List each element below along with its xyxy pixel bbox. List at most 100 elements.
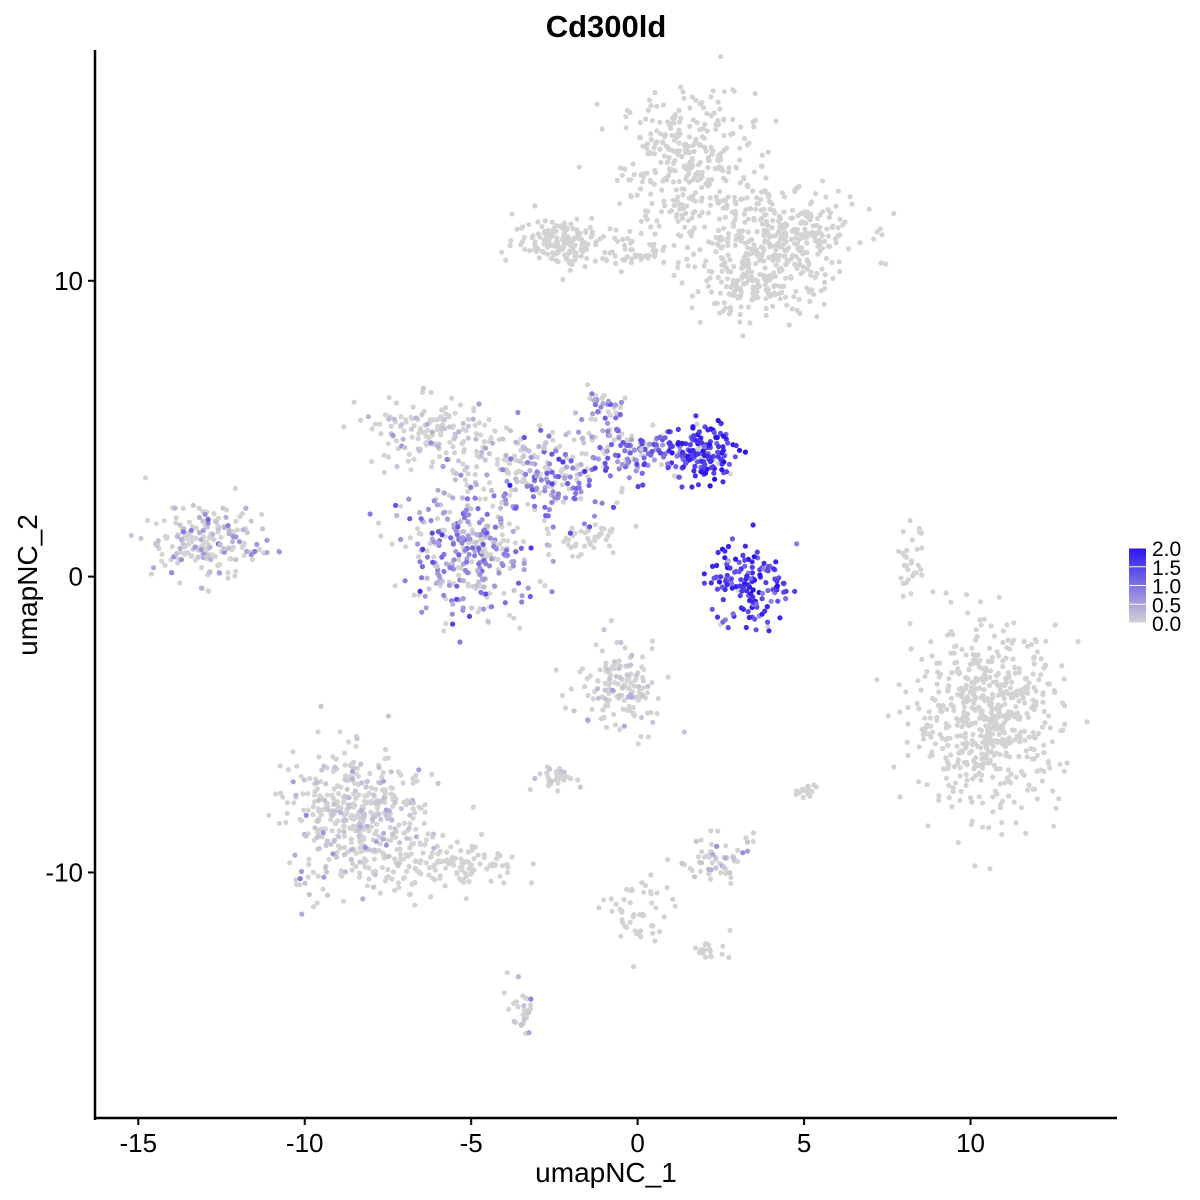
data-point	[142, 475, 149, 481]
data-point	[969, 721, 975, 727]
data-point	[1038, 672, 1044, 678]
data-point	[298, 868, 305, 875]
data-point	[641, 462, 647, 468]
data-point	[331, 786, 337, 792]
data-point	[750, 522, 756, 528]
data-point	[537, 771, 543, 777]
data-point	[1058, 728, 1064, 734]
data-point	[990, 774, 996, 780]
data-point	[144, 517, 151, 524]
data-point	[498, 520, 504, 526]
data-point	[731, 88, 737, 94]
legend-label: 2.0	[1152, 538, 1181, 561]
data-point	[761, 229, 767, 235]
data-point	[963, 592, 970, 598]
data-point	[560, 246, 566, 252]
data-point	[644, 710, 651, 716]
data-point	[680, 192, 686, 198]
data-point	[980, 693, 986, 699]
data-point	[1017, 734, 1023, 740]
data-point	[657, 434, 663, 440]
data-point	[449, 395, 455, 401]
data-point	[497, 505, 504, 511]
data-point	[714, 574, 720, 580]
data-point	[702, 224, 708, 230]
data-point	[759, 189, 765, 195]
data-point	[1024, 710, 1030, 717]
data-point	[591, 545, 597, 551]
data-point	[607, 226, 613, 232]
data-point	[777, 216, 783, 222]
data-point	[534, 485, 540, 491]
data-point	[526, 222, 532, 228]
data-point	[401, 428, 407, 434]
data-point	[530, 233, 536, 239]
data-point	[654, 128, 660, 134]
data-point	[306, 891, 312, 898]
data-point	[945, 765, 952, 771]
data-point	[696, 429, 703, 435]
data-point	[679, 153, 685, 160]
data-point	[484, 472, 490, 478]
data-point	[916, 744, 922, 750]
data-point	[676, 178, 682, 185]
data-point	[758, 256, 764, 262]
data-point	[999, 682, 1005, 688]
data-point	[900, 528, 906, 535]
data-point	[699, 209, 705, 215]
data-point	[658, 209, 665, 215]
data-point	[979, 665, 985, 672]
data-point	[732, 293, 738, 299]
data-point	[593, 642, 599, 648]
data-point	[169, 570, 175, 576]
data-point	[315, 818, 321, 824]
data-point	[701, 263, 707, 269]
data-point	[728, 874, 734, 881]
data-point	[595, 678, 601, 684]
data-point	[585, 535, 591, 542]
data-point	[521, 434, 527, 441]
data-point	[511, 587, 517, 594]
data-point	[344, 786, 350, 792]
data-point	[707, 483, 713, 489]
data-point	[1025, 787, 1031, 793]
data-point	[333, 808, 339, 814]
data-point	[503, 425, 510, 431]
data-point	[582, 264, 588, 270]
data-point	[735, 847, 741, 854]
data-point	[492, 428, 498, 434]
data-point	[825, 233, 832, 239]
data-point	[628, 887, 634, 893]
data-point	[697, 319, 703, 325]
data-point	[987, 736, 994, 742]
data-point	[765, 194, 772, 200]
data-point	[419, 575, 425, 581]
data-point	[709, 563, 716, 570]
data-point	[398, 422, 405, 428]
data-point	[742, 563, 748, 569]
data-point	[823, 194, 829, 200]
data-point	[460, 877, 466, 883]
data-point	[997, 781, 1004, 787]
data-point	[711, 430, 717, 436]
data-point	[970, 731, 976, 738]
data-point	[639, 470, 645, 476]
data-point	[748, 269, 755, 275]
data-point	[477, 861, 483, 867]
data-point	[354, 812, 360, 818]
data-point	[510, 563, 516, 569]
data-point	[874, 229, 880, 235]
data-point	[811, 291, 817, 297]
data-point	[342, 777, 348, 783]
data-point	[450, 444, 456, 450]
data-point	[353, 863, 359, 870]
data-point	[1047, 765, 1053, 771]
data-point	[987, 674, 993, 681]
data-point	[493, 856, 500, 862]
data-point	[742, 543, 749, 549]
data-point	[703, 258, 709, 264]
data-point	[715, 449, 721, 455]
data-point	[648, 191, 654, 197]
data-point	[1011, 712, 1018, 718]
data-point	[549, 469, 555, 475]
